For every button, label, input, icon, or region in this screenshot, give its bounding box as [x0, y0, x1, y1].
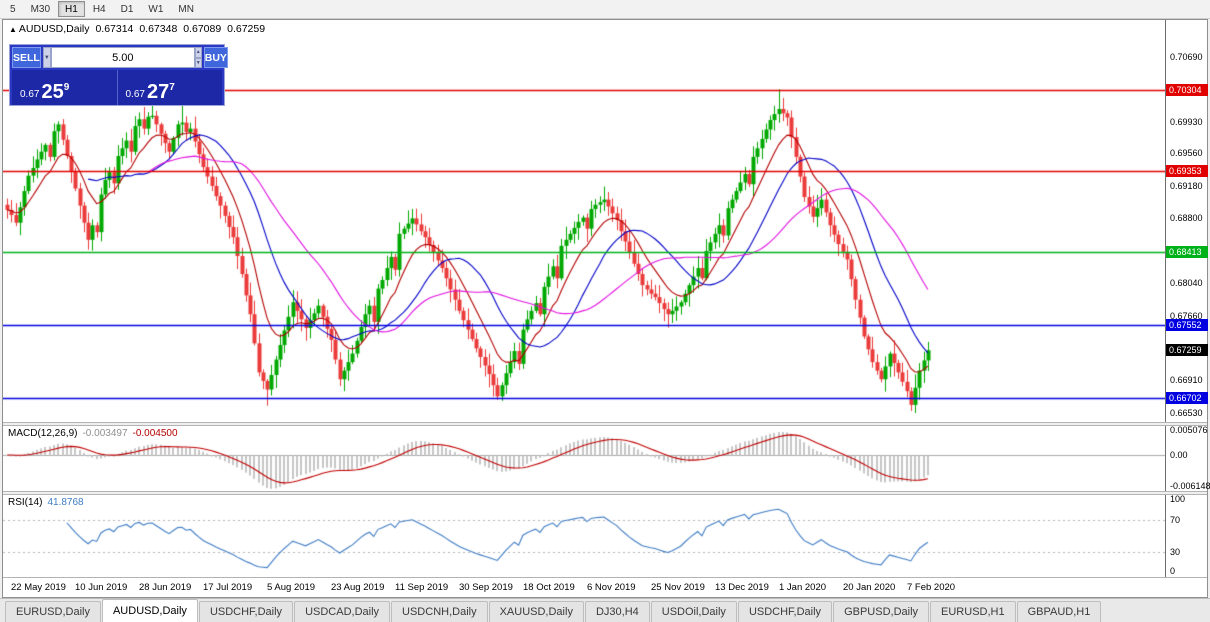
date-tick-label: 17 Jul 2019 — [203, 582, 253, 593]
current-price-badge: 0.67259 — [1166, 344, 1208, 357]
date-axis[interactable]: 22 May 2019 10 Jun 2019 28 Jun 2019 17 Jul … — [3, 577, 1207, 597]
rsi-axis-tick: 30 — [1170, 547, 1181, 558]
volume-spinner-up-icon[interactable]: ▲ — [194, 47, 202, 58]
macd-label: MACD(12,26,9) -0.003497 -0.004500 — [8, 428, 178, 439]
panel-splitter[interactable] — [3, 422, 1207, 426]
ohlc-high: 0.67348 — [139, 23, 178, 35]
date-tick-label: 1 Jan 2020 — [779, 582, 827, 593]
date-tick-label: 18 Oct 2019 — [523, 582, 575, 593]
date-tick-label: 13 Dec 2019 — [715, 582, 769, 593]
price-axis-tick: 0.67660 — [1170, 310, 1203, 321]
sell-price-big: 25 — [41, 81, 64, 103]
date-tick-label: 30 Sep 2019 — [459, 582, 513, 593]
chart-tab-eurusd-daily[interactable]: EURUSD,Daily — [5, 601, 101, 622]
macd-axis-tick: -0.006148 — [1170, 480, 1210, 491]
timeframe-button-h4[interactable]: H4 — [92, 3, 106, 15]
price-axis-tick: 0.69560 — [1170, 148, 1203, 159]
volume-dropdown-button[interactable]: ▼ — [42, 47, 51, 68]
date-tick-label: 23 Aug 2019 — [331, 582, 385, 593]
date-tick-label: 5 Aug 2019 — [267, 582, 316, 593]
chart-tab-usdcnh-daily[interactable]: USDCNH,Daily — [391, 601, 488, 622]
date-tick-label: 6 Nov 2019 — [587, 582, 636, 593]
chart-tab-usdcad-daily[interactable]: USDCAD,Daily — [294, 601, 391, 622]
chart-tab-usdchf-daily[interactable]: USDCHF,Daily — [198, 601, 294, 622]
chart-tab-gbpusd-daily[interactable]: GBPUSD,Daily — [833, 601, 930, 622]
ohlc-close: 0.67259 — [227, 23, 266, 35]
macd-name: MACD(12,26,9) — [8, 428, 78, 439]
macd-signal-value: -0.004500 — [132, 428, 178, 439]
timeframe-button-d1[interactable]: D1 — [120, 3, 134, 15]
timeframe-button-5[interactable]: 5 — [10, 3, 16, 15]
buy-price-big: 27 — [146, 81, 170, 103]
price-axis[interactable]: 0.70690 0.69930 0.69560 0.69180 0.68800 0.680… — [1165, 20, 1210, 577]
volume-spinner: ▲ ▼ — [194, 47, 202, 68]
ohlc-low: 0.67089 — [183, 23, 222, 35]
chart-tab-usdchf-daily[interactable]: USDCHF,Daily — [737, 601, 833, 622]
macd-axis-tick: 0.005076 — [1170, 424, 1208, 435]
date-tick-label: 28 Jun 2019 — [139, 582, 192, 593]
rsi-name: RSI(14) — [8, 497, 43, 508]
rsi-axis-tick: 100 — [1170, 494, 1186, 504]
sell-price-prefix: 0.67 — [20, 89, 40, 100]
chart-tab-gbpaud-h1[interactable]: GBPAUD,H1 — [1016, 601, 1102, 622]
rsi-axis-tick: 70 — [1170, 514, 1181, 525]
sell-price[interactable]: 0.67 25 9 — [12, 70, 118, 105]
chart-tab-usdoil-daily[interactable]: USDOil,Daily — [650, 601, 737, 622]
date-tick-label: 10 Jun 2019 — [75, 582, 128, 593]
date-tick-label: 7 Feb 2020 — [907, 582, 956, 593]
chart-tab-xauusd-daily[interactable]: XAUUSD,Daily — [488, 601, 584, 622]
date-tick-label: 20 Jan 2020 — [843, 582, 896, 593]
chart-symbol-label: AUDUSD,Daily — [18, 23, 90, 35]
rsi-indicator-canvas[interactable] — [3, 495, 1165, 577]
timeframe-toolbar: 5 M30 H1 H4 D1 W1 MN — [0, 0, 1210, 19]
date-tick-label: 25 Nov 2019 — [651, 582, 705, 593]
chart-tab-audusd-daily[interactable]: AUDUSD,Daily — [101, 599, 198, 622]
panel-splitter[interactable] — [3, 491, 1207, 495]
buy-price-sup: 7 — [169, 82, 175, 93]
rsi-axis-tick: 0 — [1170, 566, 1176, 576]
level-price-badge: 0.69353 — [1166, 165, 1208, 178]
volume-spinner-down-icon[interactable]: ▼ — [194, 57, 202, 68]
buy-button[interactable]: BUY — [203, 47, 228, 68]
buy-price[interactable]: 0.67 27 7 — [118, 70, 223, 105]
chart-header: ▲ AUDUSD,Daily 0.67314 0.67348 0.67089 0.… — [9, 23, 268, 35]
chart-tabbar: EURUSD,Daily AUDUSD,Daily USDCHF,Daily USDC… — [0, 598, 1210, 622]
timeframe-button-h1[interactable]: H1 — [58, 1, 85, 17]
price-axis-tick: 0.68040 — [1170, 278, 1203, 289]
price-axis-tick: 0.66910 — [1170, 375, 1203, 386]
macd-axis-tick: 0.00 — [1170, 450, 1188, 460]
chart-window: ▲ AUDUSD,Daily 0.67314 0.67348 0.67089 0.… — [2, 19, 1210, 598]
ohlc-open: 0.67314 — [95, 23, 134, 35]
chart-inner: ▲ AUDUSD,Daily 0.67314 0.67348 0.67089 0.… — [3, 20, 1210, 597]
date-tick-label: 11 Sep 2019 — [395, 582, 449, 593]
price-axis-tick: 0.66530 — [1170, 407, 1203, 418]
price-axis-tick: 0.68800 — [1170, 213, 1203, 224]
buy-price-prefix: 0.67 — [125, 89, 145, 100]
macd-indicator-canvas[interactable] — [3, 426, 1165, 491]
price-axis-tick: 0.69180 — [1170, 180, 1203, 191]
volume-input[interactable] — [50, 47, 195, 68]
sell-button[interactable]: SELL — [12, 47, 41, 68]
timeframe-button-m30[interactable]: M30 — [30, 3, 51, 15]
date-tick-label: 22 May 2019 — [11, 582, 66, 593]
level-price-badge: 0.70304 — [1166, 83, 1208, 96]
macd-value: -0.003497 — [82, 428, 128, 439]
one-click-trade-panel: SELL ▼ ▲ ▼ BUY 0.67 25 9 — [9, 44, 228, 106]
chart-tab-dj30-h4[interactable]: DJ30,H4 — [584, 601, 650, 622]
level-price-badge: 0.66702 — [1166, 391, 1208, 404]
timeframe-button-w1[interactable]: W1 — [148, 3, 164, 15]
chart-tab-eurusd-h1[interactable]: EURUSD,H1 — [930, 601, 1016, 622]
level-price-badge: 0.68413 — [1166, 245, 1208, 258]
sell-price-sup: 9 — [63, 82, 70, 93]
rsi-label: RSI(14) 41.8768 — [8, 497, 84, 508]
symbol-marker-icon: ▲ — [9, 25, 17, 34]
timeframe-button-mn[interactable]: MN — [178, 3, 194, 15]
price-axis-tick: 0.69930 — [1170, 116, 1203, 127]
level-price-badge: 0.67552 — [1166, 319, 1208, 332]
price-axis-tick: 0.70690 — [1170, 51, 1203, 62]
rsi-value: 41.8768 — [47, 497, 84, 508]
